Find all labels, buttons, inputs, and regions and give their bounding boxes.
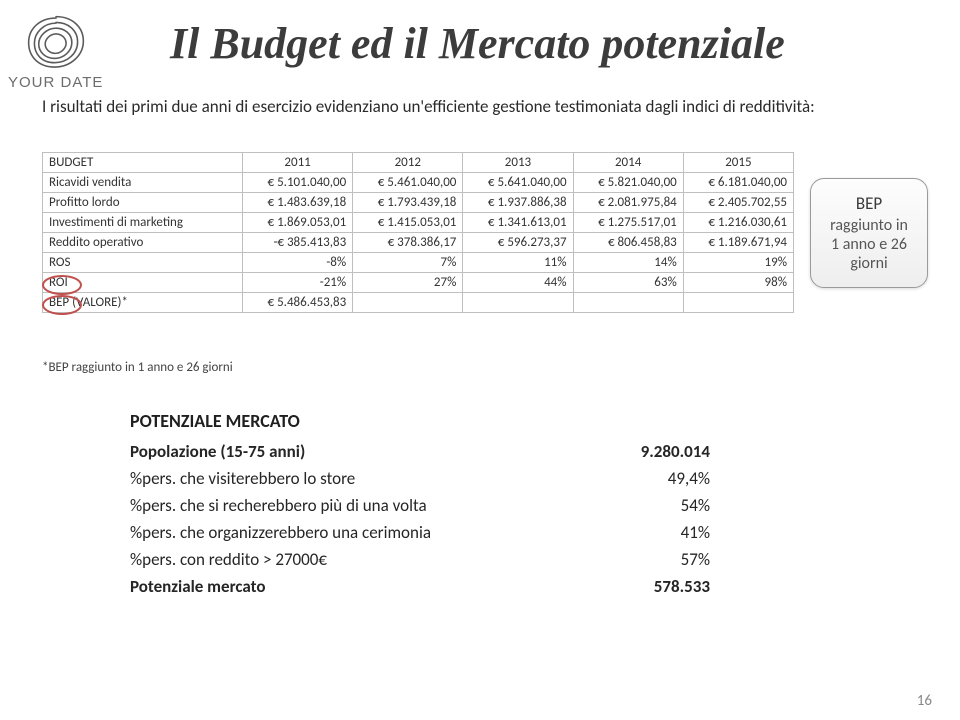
row-value: 7% bbox=[353, 253, 463, 273]
table-row: Ricavidi vendita€ 5.101.040,00€ 5.461.04… bbox=[43, 173, 794, 193]
row-value: 27% bbox=[353, 273, 463, 293]
budget-year: 2013 bbox=[463, 153, 573, 173]
budget-table: BUDGET 2011 2012 2013 2014 2015 Ricavidi… bbox=[42, 152, 794, 313]
row-value: € 5.821.040,00 bbox=[573, 173, 683, 193]
potential-row: %pers. che si recherebbero più di una vo… bbox=[130, 492, 710, 519]
row-value: € 5.461.040,00 bbox=[353, 173, 463, 193]
row-value: € 1.937.886,38 bbox=[463, 193, 573, 213]
row-label: BEP (VALORE)* bbox=[43, 293, 243, 313]
logo-text: YOUR DATE bbox=[8, 74, 103, 91]
potential-title: POTENZIALE MERCATO bbox=[130, 410, 710, 432]
subtitle: I risultati dei primi due anni di eserci… bbox=[42, 96, 900, 118]
table-row: Profitto lordo€ 1.483.639,18€ 1.793.439,… bbox=[43, 193, 794, 213]
potential-row: %pers. con reddito > 27000€ 57% bbox=[130, 546, 710, 573]
potential-label: %pers. che organizzerebbero una cerimoni… bbox=[130, 522, 431, 543]
table-row: BEP (VALORE)*€ 5.486.453,83 bbox=[43, 293, 794, 313]
potential-value: 54% bbox=[681, 495, 710, 516]
bep-footnote: *BEP raggiunto in 1 anno e 26 giorni bbox=[42, 360, 233, 375]
logo: YOUR DATE bbox=[8, 8, 103, 91]
row-value: € 1.189.671,94 bbox=[683, 233, 793, 253]
row-value: -€ 385.413,83 bbox=[243, 233, 353, 253]
budget-header-row: BUDGET 2011 2012 2013 2014 2015 bbox=[43, 153, 794, 173]
potential-value: 57% bbox=[681, 549, 710, 570]
row-value: € 596.273,37 bbox=[463, 233, 573, 253]
row-value: € 5.641.040,00 bbox=[463, 173, 573, 193]
row-value: € 806.458,83 bbox=[573, 233, 683, 253]
potential-row: Popolazione (15-75 anni) 9.280.014 bbox=[130, 438, 710, 465]
budget-header-label: BUDGET bbox=[43, 153, 243, 173]
row-value bbox=[573, 293, 683, 313]
row-label: ROS bbox=[43, 253, 243, 273]
potential-value: 49,4% bbox=[668, 468, 710, 489]
table-row: Investimenti di marketing€ 1.869.053,01€… bbox=[43, 213, 794, 233]
potential-label: Popolazione (15-75 anni) bbox=[130, 441, 305, 462]
row-value: € 1.216.030,61 bbox=[683, 213, 793, 233]
potential-label: Potenziale mercato bbox=[130, 576, 266, 597]
potential-label: %pers. che visiterebbero lo store bbox=[130, 468, 355, 489]
potential-value: 578.533 bbox=[654, 576, 710, 597]
row-value: € 378.386,17 bbox=[353, 233, 463, 253]
row-value: 19% bbox=[683, 253, 793, 273]
row-value: € 2.081.975,84 bbox=[573, 193, 683, 213]
row-value: € 1.793.439,18 bbox=[353, 193, 463, 213]
row-value: 11% bbox=[463, 253, 573, 273]
potential-row: %pers. che organizzerebbero una cerimoni… bbox=[130, 519, 710, 546]
swirl-icon bbox=[20, 8, 92, 80]
row-label: Investimenti di marketing bbox=[43, 213, 243, 233]
row-value: -21% bbox=[243, 273, 353, 293]
bep-callout-line: giorni bbox=[850, 254, 887, 273]
row-value: 63% bbox=[573, 273, 683, 293]
row-value: € 2.405.702,55 bbox=[683, 193, 793, 213]
row-value: € 1.341.613,01 bbox=[463, 213, 573, 233]
bep-callout-line: 1 anno e 26 bbox=[831, 235, 907, 254]
row-value: € 1.275.517,01 bbox=[573, 213, 683, 233]
bep-callout-head: BEP bbox=[856, 193, 882, 214]
budget-year: 2014 bbox=[573, 153, 683, 173]
table-row: Reddito operativo-€ 385.413,83€ 378.386,… bbox=[43, 233, 794, 253]
row-label: Profitto lordo bbox=[43, 193, 243, 213]
row-label: Reddito operativo bbox=[43, 233, 243, 253]
table-row: ROS-8%7%11%14%19% bbox=[43, 253, 794, 273]
bep-callout-line: raggiunto in bbox=[830, 216, 908, 235]
page-number: 16 bbox=[917, 692, 932, 710]
bep-callout: BEP raggiunto in 1 anno e 26 giorni bbox=[810, 178, 928, 288]
row-value: -8% bbox=[243, 253, 353, 273]
potential-row: %pers. che visiterebbero lo store 49,4% bbox=[130, 465, 710, 492]
page-title: Il Budget ed il Mercato potenziale bbox=[170, 18, 785, 69]
row-value: € 5.101.040,00 bbox=[243, 173, 353, 193]
budget-year: 2015 bbox=[683, 153, 793, 173]
row-value: 14% bbox=[573, 253, 683, 273]
potential-label: %pers. con reddito > 27000€ bbox=[130, 549, 327, 570]
row-label: ROI bbox=[43, 273, 243, 293]
row-value: 44% bbox=[463, 273, 573, 293]
potential-value: 41% bbox=[681, 522, 710, 543]
row-value: € 1.483.639,18 bbox=[243, 193, 353, 213]
row-value: 98% bbox=[683, 273, 793, 293]
row-value: € 1.415.053,01 bbox=[353, 213, 463, 233]
row-value bbox=[463, 293, 573, 313]
budget-year: 2012 bbox=[353, 153, 463, 173]
budget-year: 2011 bbox=[243, 153, 353, 173]
potential-block: POTENZIALE MERCATO Popolazione (15-75 an… bbox=[130, 410, 710, 600]
row-value bbox=[353, 293, 463, 313]
potential-value: 9.280.014 bbox=[641, 441, 710, 462]
potential-row: Potenziale mercato 578.533 bbox=[130, 573, 710, 600]
potential-label: %pers. che si recherebbero più di una vo… bbox=[130, 495, 427, 516]
table-row: ROI-21%27%44%63%98% bbox=[43, 273, 794, 293]
row-label: Ricavidi vendita bbox=[43, 173, 243, 193]
row-value bbox=[683, 293, 793, 313]
row-value: € 1.869.053,01 bbox=[243, 213, 353, 233]
row-value: € 6.181.040,00 bbox=[683, 173, 793, 193]
row-value: € 5.486.453,83 bbox=[243, 293, 353, 313]
